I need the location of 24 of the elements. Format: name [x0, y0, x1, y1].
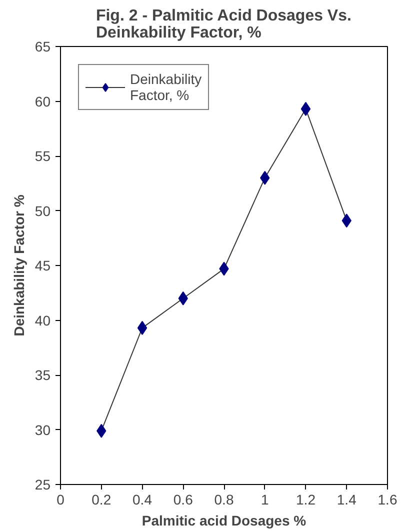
x-tick-label: 1.2	[296, 492, 316, 508]
y-tick-label: 40	[34, 312, 51, 328]
x-tick-label: 0	[56, 492, 65, 508]
x-tick-label: 0.4	[132, 492, 152, 508]
x-tick-label: 1	[260, 492, 269, 508]
x-tick-label: 0.8	[214, 492, 234, 508]
legend-label: Deinkability Factor, %	[130, 71, 202, 103]
x-tick-label: 0.6	[173, 492, 194, 508]
y-tick-label: 25	[34, 476, 51, 492]
x-tick-label: 1.4	[336, 492, 357, 508]
y-tick-label: 35	[34, 367, 51, 383]
y-tick-label: 65	[34, 38, 51, 54]
x-tick-label: 1.6	[378, 492, 398, 508]
y-tick-label: 55	[34, 148, 51, 164]
y-tick-label: 60	[34, 93, 51, 110]
point	[137, 320, 148, 335]
point	[300, 102, 311, 116]
y-tick-label: 30	[34, 422, 51, 438]
y-tick-label: 45	[34, 258, 51, 274]
x-axis-title: Palmitic acid Dosages %	[142, 512, 307, 528]
y-tick-label: 50	[34, 202, 51, 219]
chart-title: Fig. 2 - Palmitic Acid Dosages Vs. Deinkability Factor, %	[96, 8, 352, 42]
y-axis-title: Deinkability Factor %	[10, 194, 27, 336]
x-tick-label: 0.2	[92, 492, 112, 508]
